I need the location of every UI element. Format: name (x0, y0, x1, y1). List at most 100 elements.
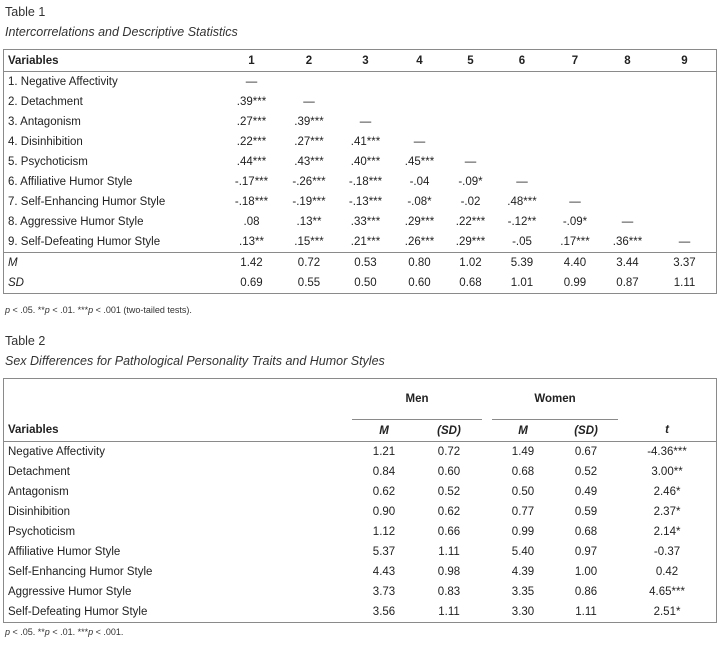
table-cell: — (245, 76, 258, 88)
table-cell: — (516, 176, 528, 188)
table-cell (548, 72, 602, 93)
row-label: 5. Psychoticism (8, 156, 88, 168)
table-cell (548, 152, 602, 172)
table-cell: 0.50 (511, 486, 535, 498)
table-cell: 3.00** (651, 466, 683, 478)
stat-cell: 0.69 (240, 277, 263, 289)
table1-title: Intercorrelations and Descriptive Statis… (5, 25, 238, 39)
stat-cell: 0.72 (281, 252, 337, 273)
table-cell: 0.66 (437, 526, 461, 538)
table1-note: p < .05. **p < .01. ***p < .001 (two-tai… (5, 305, 192, 315)
table-cell: 2.51* (653, 606, 681, 618)
table-cell (496, 72, 548, 93)
correlation-table: Variables 1 2 3 4 5 6 7 8 9 1. Negative … (4, 50, 716, 293)
stat-cell: 1.42 (222, 252, 281, 273)
stat-cell: 1.01 (510, 277, 534, 289)
row-label: Affiliative Humor Style (8, 546, 121, 558)
table-cell: 4.39 (511, 566, 535, 578)
header-men-sd: (SD) (416, 419, 482, 442)
table-cell: 5.40 (511, 546, 535, 558)
table-cell: -0.37 (653, 546, 681, 558)
table-cell: 2.46* (653, 486, 681, 498)
row-label: 7. Self-Enhancing Humor Style (8, 196, 166, 208)
table-cell (653, 192, 716, 212)
row-label: 2. Detachment (8, 96, 83, 108)
header-col-5: 5 (445, 50, 496, 72)
table-row: 3. Antagonism .27*** .39*** — (4, 112, 716, 132)
table-cell (653, 152, 716, 172)
table-cell: .48*** (507, 196, 537, 208)
stats-row: M 1.42 0.72 0.53 0.80 1.02 5.39 4.40 3.44 3.37 (4, 252, 716, 273)
table-cell (602, 72, 653, 93)
table2-header-row: Variables M (SD) M (SD) t (4, 419, 717, 442)
table-row: Aggressive Humor Style 3.73 0.83 3.35 0.86 4.… (4, 582, 716, 602)
stat-cell: 3.44 (602, 252, 653, 273)
table-cell: .43*** (294, 156, 324, 168)
table-cell (602, 112, 653, 132)
table-row: 8. Aggressive Humor Style .08 .13** .33***.… (4, 212, 716, 232)
header-variables: Variables (4, 419, 352, 442)
table-cell: 0.49 (574, 486, 598, 498)
table-row: Negative Affectivity 1.21 0.72 1.49 0.67 -4.3… (4, 442, 716, 463)
table-cell: 1.00 (574, 566, 598, 578)
table-cell: 4.43 (372, 566, 396, 578)
header-variables: Variables (4, 50, 222, 72)
row-label: Antagonism (8, 486, 69, 498)
table-cell: 2.14* (653, 526, 681, 538)
table2-number: Table 2 (5, 334, 46, 348)
table1-header-row: Variables 1 2 3 4 5 6 7 8 9 (4, 50, 716, 72)
table-cell (653, 112, 716, 132)
table-cell (337, 92, 394, 112)
table-cell: — (303, 96, 315, 108)
header-col-8: 8 (602, 50, 653, 72)
table-row: Detachment 0.84 0.60 0.68 0.52 3.00** (4, 462, 716, 482)
table-cell: 1.21 (372, 446, 396, 458)
header-col-2: 2 (281, 50, 337, 72)
table-cell: .27*** (294, 136, 324, 148)
table-cell: 0.77 (511, 506, 535, 518)
header-col-6: 6 (496, 50, 548, 72)
table1-number: Table 1 (5, 5, 46, 19)
table-cell: .39*** (236, 96, 267, 108)
table-cell (281, 72, 337, 93)
table-cell: 0.90 (372, 506, 396, 518)
table-cell: -.09* (458, 176, 483, 188)
sex-differences-table: Men Women Variables M (SD) M (SD) t Nega… (4, 379, 717, 622)
table-cell (653, 212, 716, 232)
table-cell: 3.30 (511, 606, 535, 618)
table-cell: -.26*** (292, 176, 326, 188)
table-cell: .15*** (294, 236, 324, 248)
table-cell: 1.11 (575, 606, 597, 618)
table-cell: 0.62 (437, 506, 461, 518)
table-cell (653, 72, 716, 93)
header-women-sd: (SD) (554, 419, 619, 442)
stat-cell: 0.55 (297, 277, 321, 289)
stat-cell: 0.50 (354, 277, 377, 289)
table-cell: .17*** (560, 236, 590, 248)
table-cell: .33*** (350, 216, 381, 228)
table-cell: 0.62 (372, 486, 396, 498)
table2-note: p < .05. **p < .01. ***p < .001. (5, 627, 124, 637)
row-label: Aggressive Humor Style (8, 586, 132, 598)
stat-label: SD (8, 277, 24, 289)
table-cell (337, 72, 394, 93)
header-t: t (618, 419, 717, 442)
row-label: Detachment (8, 466, 71, 478)
table-cell: 0.42 (655, 566, 679, 578)
row-label: Self-Enhancing Humor Style (8, 566, 153, 578)
table-cell: 1.11 (438, 606, 460, 618)
header-col-9: 9 (653, 50, 716, 72)
table-cell (602, 192, 653, 212)
table-cell (602, 172, 653, 192)
table-row: Psychoticism 1.12 0.66 0.99 0.68 2.14* (4, 522, 716, 542)
table-row: 2. Detachment .39*** — (4, 92, 716, 112)
table-cell (653, 92, 716, 112)
table-cell: .22*** (236, 136, 267, 148)
table-cell: .08 (243, 216, 260, 228)
table-cell: -4.36*** (647, 446, 687, 458)
table-cell: — (413, 136, 426, 148)
stat-cell: 0.99 (563, 277, 587, 289)
stats-row: SD 0.69 0.55 0.50 0.60 0.68 1.01 0.99 0.87 1.11 (4, 273, 716, 293)
header-col-1: 1 (222, 50, 281, 72)
table-cell (496, 152, 548, 172)
